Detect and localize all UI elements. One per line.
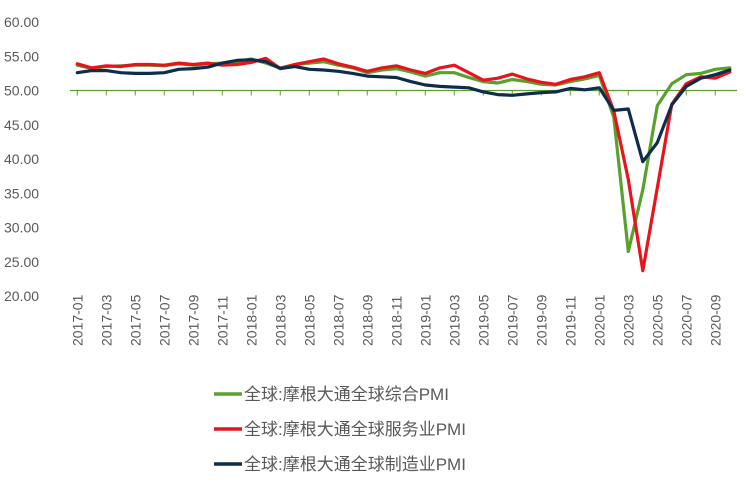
x-tick-label: 2017-07 <box>156 294 172 346</box>
series-lines <box>75 56 732 273</box>
x-tick-label: 2020-01 <box>591 294 607 346</box>
series-line-3 <box>75 58 732 164</box>
x-tick-label: 2018-01 <box>243 294 259 346</box>
x-tick-label: 2020-05 <box>649 294 665 346</box>
x-tick-label: 2018-05 <box>301 294 317 346</box>
x-tick-label: 2019-07 <box>504 294 520 346</box>
y-tick-label: 45.00 <box>4 117 39 133</box>
x-tick-label: 2019-03 <box>446 294 462 346</box>
x-tick-label: 2017-01 <box>69 294 85 346</box>
x-tick-label: 2019-09 <box>533 294 549 346</box>
x-tick-label: 2019-11 <box>562 295 578 346</box>
x-tick-label: 2020-03 <box>620 294 636 346</box>
x-tick-label: 2019-01 <box>417 294 433 346</box>
series-line-2 <box>75 56 732 273</box>
y-tick-label: 30.00 <box>4 220 39 236</box>
x-tick-label: 2017-03 <box>98 294 114 346</box>
y-tick-label: 25.00 <box>4 254 39 270</box>
x-tick-label: 2020-09 <box>707 294 723 346</box>
x-tick-label: 2019-05 <box>475 294 491 346</box>
legend-label: 全球:摩根大通全球制造业PMI <box>244 455 466 474</box>
y-tick-label: 55.00 <box>4 48 39 64</box>
x-tick-label: 2017-09 <box>185 294 201 346</box>
y-tick-label: 40.00 <box>4 151 39 167</box>
legend-label: 全球:摩根大通全球综合PMI <box>244 385 449 404</box>
series-line-1 <box>75 57 732 254</box>
x-tick-label: 2017-11 <box>214 295 230 346</box>
x-tick-label: 2018-07 <box>330 294 346 346</box>
x-tick-label: 2018-11 <box>388 295 404 346</box>
y-tick-label: 50.00 <box>4 83 39 99</box>
y-tick-label: 35.00 <box>4 185 39 201</box>
legend: 全球:摩根大通全球综合PMI 全球:摩根大通全球服务业PMI 全球:摩根大通全球制造… <box>214 385 466 474</box>
y-axis: 20.00 25.00 30.00 35.00 40.00 45.00 50.00 55.00… <box>4 14 39 304</box>
x-axis: 2017-01 2017-03 2017-05 2017-07 2017-09 2017-… <box>69 90 723 346</box>
x-tick-label: 2018-09 <box>359 294 375 346</box>
y-tick-label: 60.00 <box>4 14 39 30</box>
legend-label: 全球:摩根大通全球服务业PMI <box>244 420 466 439</box>
x-tick-label: 2020-07 <box>678 294 694 346</box>
y-tick-label: 20.00 <box>4 288 39 304</box>
x-tick-label: 2017-05 <box>127 294 143 346</box>
x-tick-label: 2018-03 <box>272 294 288 346</box>
